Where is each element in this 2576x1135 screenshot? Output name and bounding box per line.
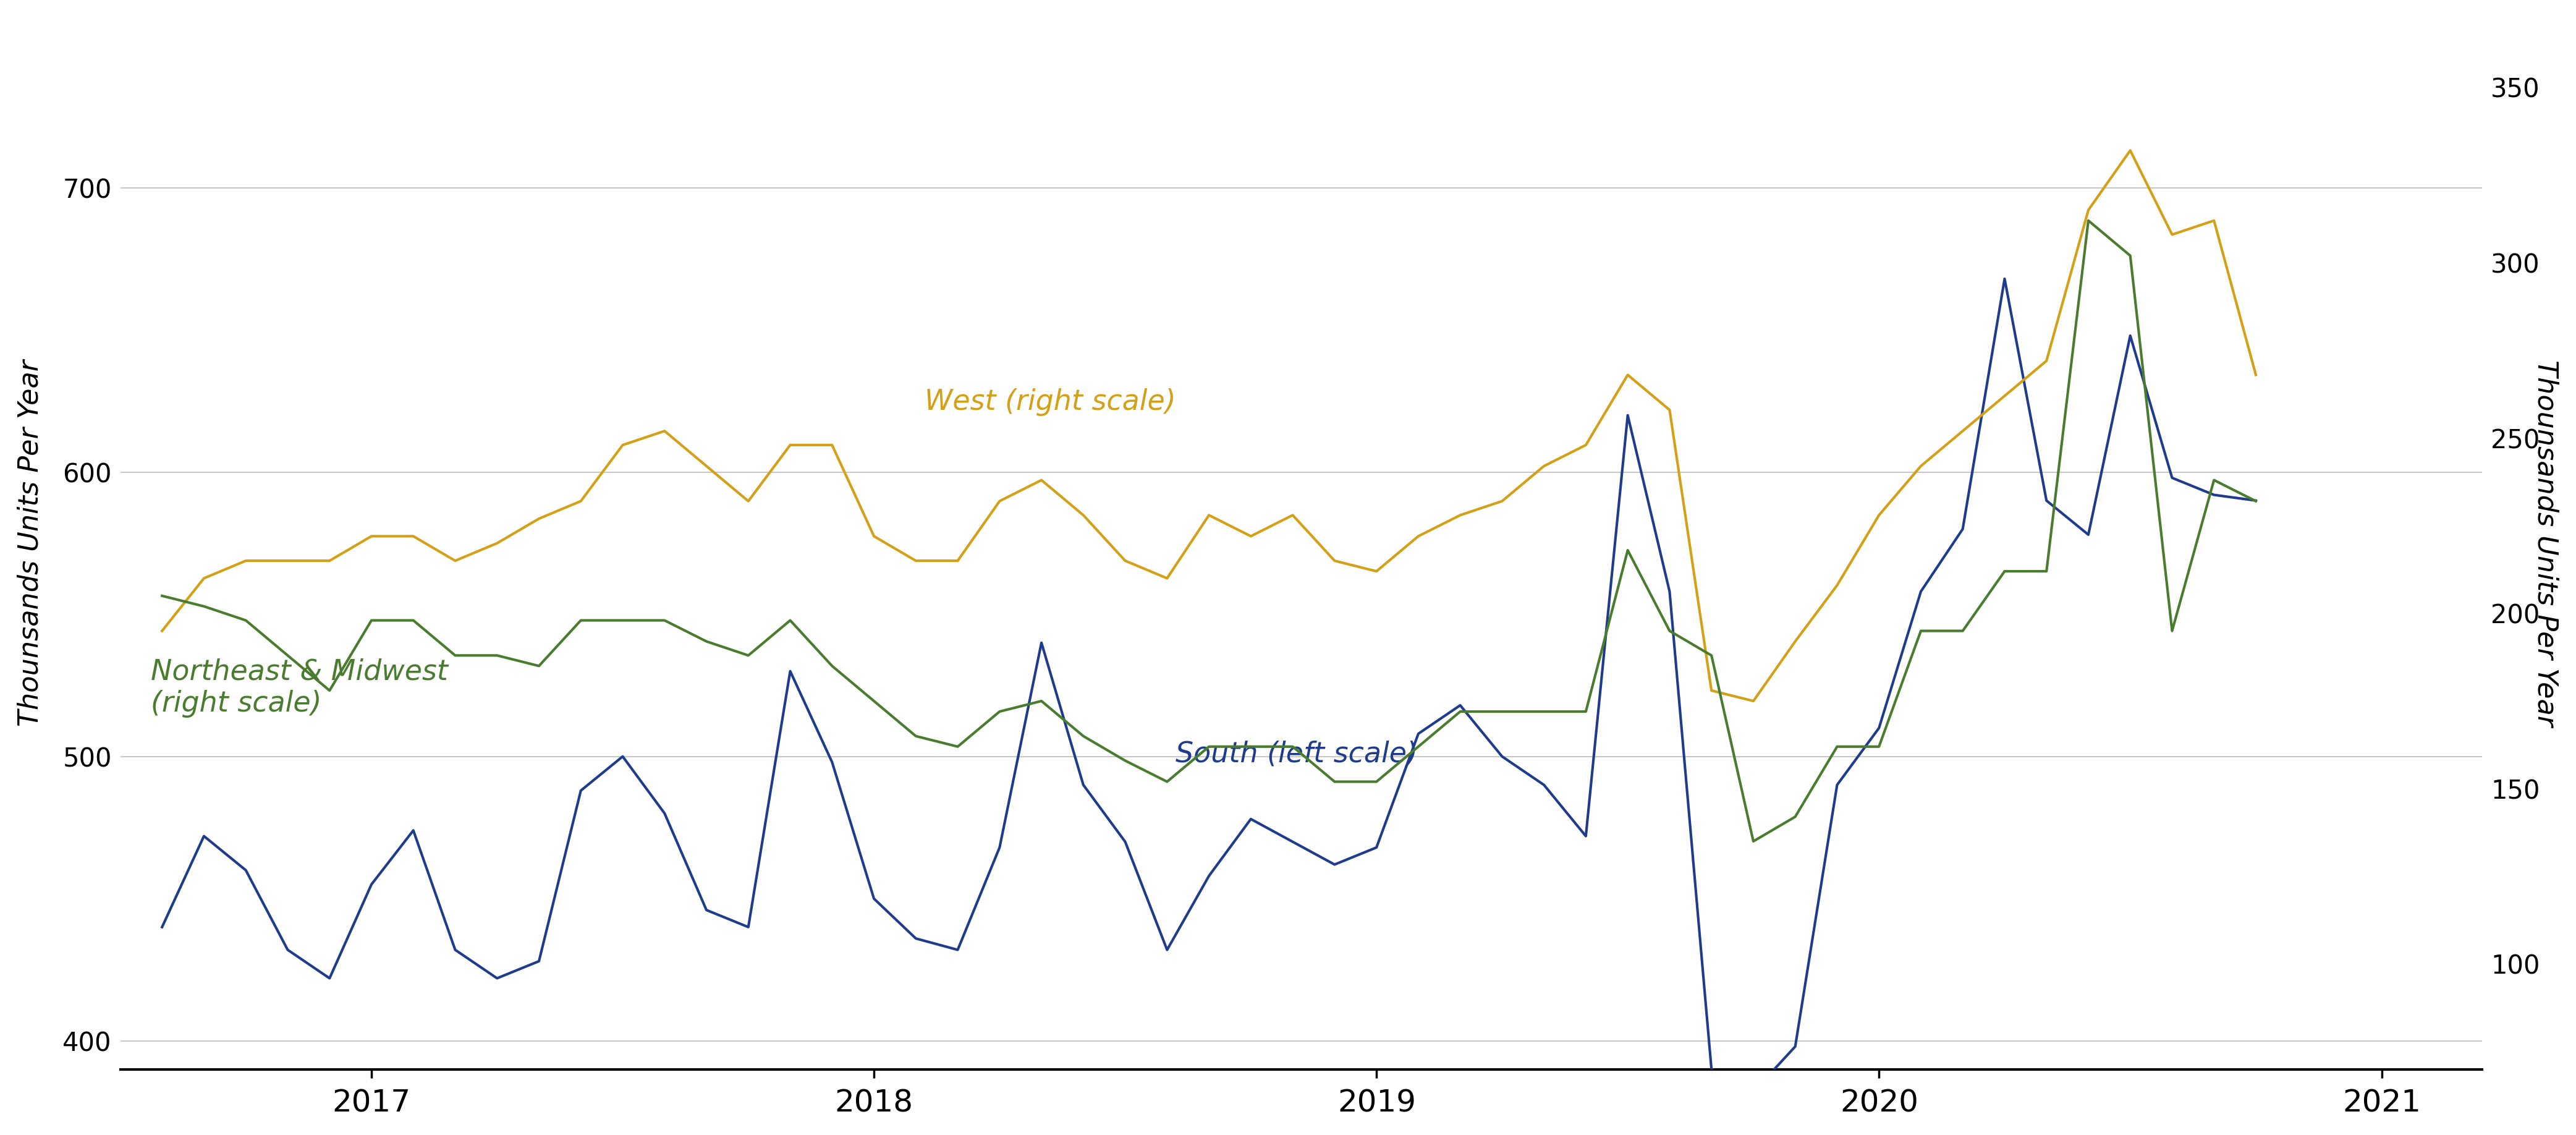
Text: South (left scale): South (left scale) [1175,740,1417,768]
Y-axis label: Thounsands Units Per Year: Thounsands Units Per Year [18,360,44,726]
Y-axis label: Thounsands Units Per Year: Thounsands Units Per Year [2532,360,2558,726]
Text: West (right scale): West (right scale) [925,388,1175,417]
Text: Northeast & Midwest
(right scale): Northeast & Midwest (right scale) [149,658,448,717]
